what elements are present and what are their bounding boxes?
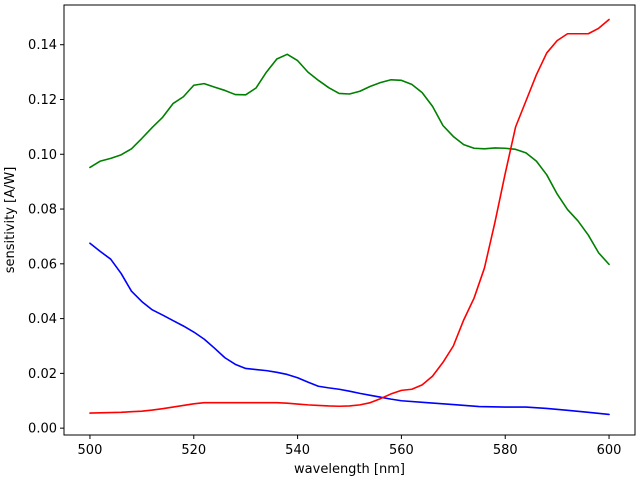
y-tick-label: 0.10 xyxy=(28,148,57,163)
y-tick-label: 0.14 xyxy=(28,38,57,53)
plot-frame xyxy=(63,4,636,436)
x-tick-label: 540 xyxy=(285,443,310,458)
x-tick-label: 580 xyxy=(493,443,518,458)
y-axis-label: sensitivity [A/W] xyxy=(3,167,18,274)
series-line-0 xyxy=(89,242,610,416)
y-tick-label: 0.02 xyxy=(28,367,57,382)
x-tick-label: 560 xyxy=(389,443,414,458)
y-tick-label: 0.00 xyxy=(28,422,57,437)
y-tick-label: 0.04 xyxy=(28,312,57,327)
series-line-2 xyxy=(89,18,610,414)
y-tick-label: 0.12 xyxy=(28,93,57,108)
x-axis-label: wavelength [nm] xyxy=(294,462,405,477)
x-tick-label: 520 xyxy=(181,443,206,458)
y-tick-label: 0.06 xyxy=(28,257,57,272)
y-axis: 0.00 0.02 0.04 0.06 0.08 0.10 0.12 0.14 xyxy=(28,38,64,437)
series-layer xyxy=(89,18,610,416)
x-axis: 500 520 540 560 580 600 xyxy=(78,435,622,458)
x-tick-label: 600 xyxy=(597,443,622,458)
y-tick-label: 0.08 xyxy=(28,203,57,218)
x-tick-label: 500 xyxy=(78,443,103,458)
series-line-1 xyxy=(89,53,610,266)
